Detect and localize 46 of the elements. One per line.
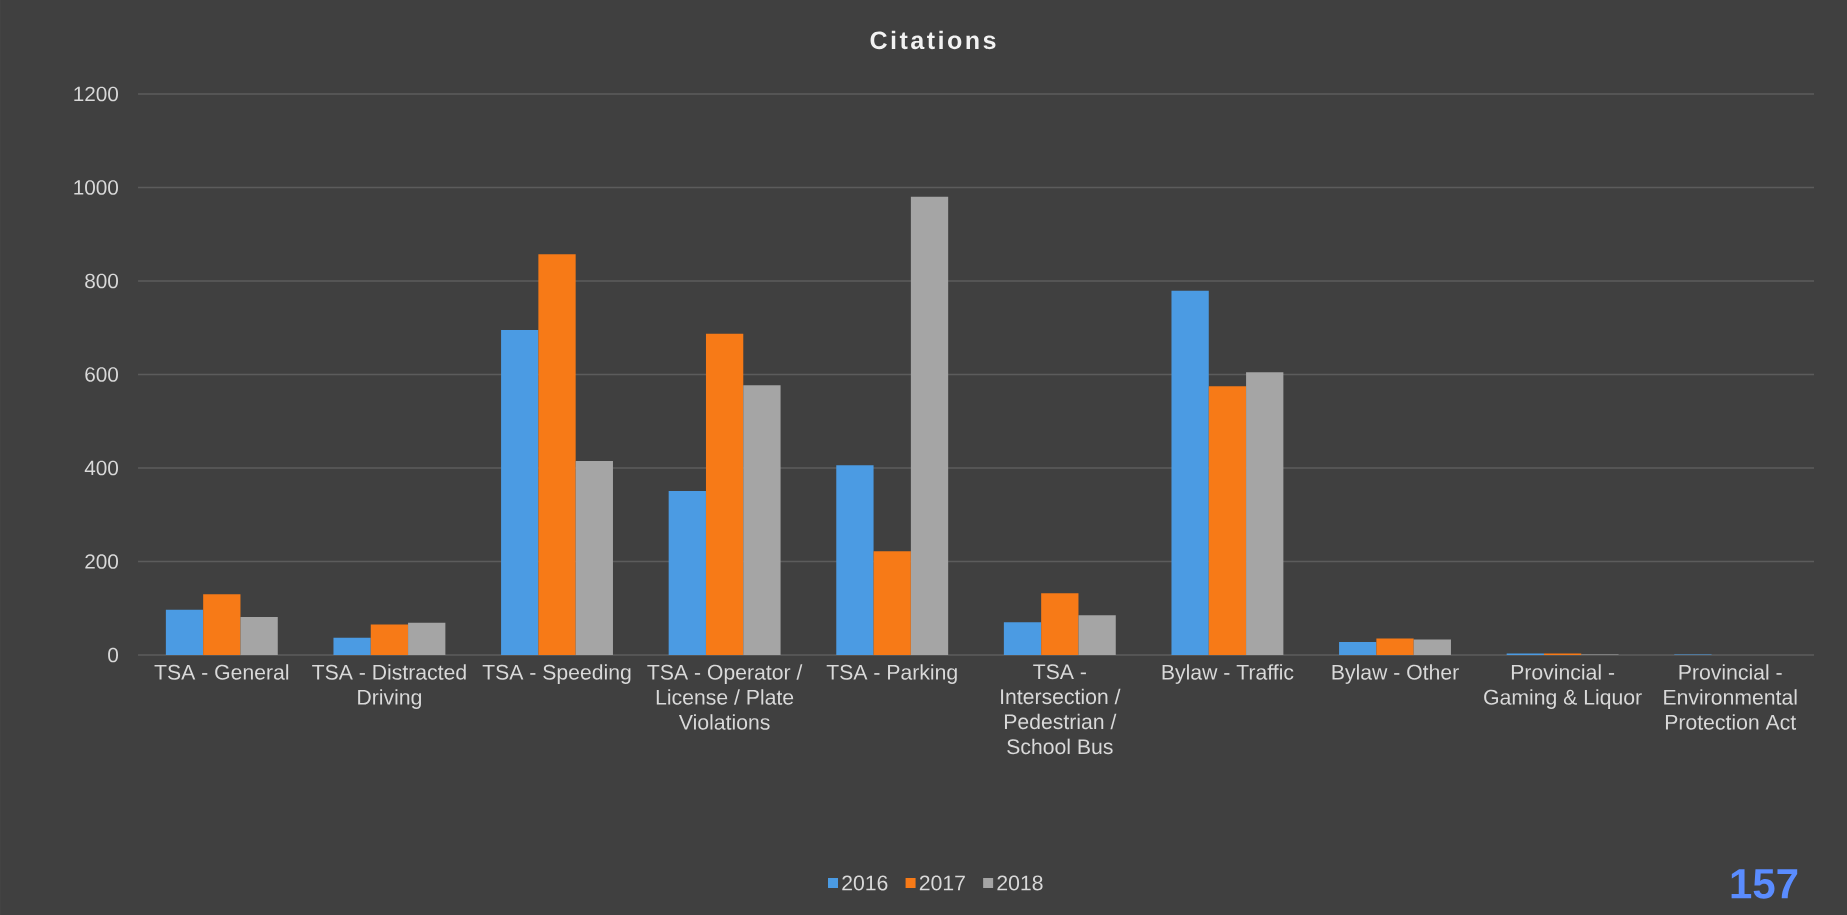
bar <box>538 254 576 655</box>
x-tick-label: Bylaw - Traffic <box>1162 664 1294 684</box>
y-tick-label: 1200 <box>74 86 118 102</box>
y-tick-label: 0 <box>108 647 119 663</box>
bar <box>575 460 613 655</box>
bar <box>873 551 911 655</box>
x-tick-label: TSA - Intersection / Pedestrian / School Bus <box>1001 664 1121 755</box>
bar <box>333 637 371 655</box>
y-tick-label: 600 <box>85 367 118 382</box>
bar <box>408 622 446 655</box>
bar <box>370 624 409 655</box>
text: 157 <box>1731 869 1798 899</box>
x-tick-label: TSA - Speeding <box>482 664 631 684</box>
legend-label: 2018 <box>997 875 1043 891</box>
bar <box>203 594 241 655</box>
bar <box>836 465 874 655</box>
x-tick-label: TSA - Operator / License / Plate Violations <box>647 664 803 730</box>
bar <box>705 333 744 655</box>
bar <box>1078 615 1116 655</box>
bar <box>240 617 278 655</box>
bar <box>1376 638 1414 655</box>
x-tick-label: TSA - Distracted Driving <box>312 664 466 709</box>
bar <box>668 490 706 655</box>
bar <box>165 609 204 655</box>
x-tick-label: Provincial - Environmental Protection Act <box>1664 664 1797 730</box>
bar <box>910 196 949 655</box>
bar <box>1041 593 1079 655</box>
bar <box>743 385 781 655</box>
x-tick-label: TSA - General <box>154 664 289 680</box>
bar <box>1339 641 1377 655</box>
bar <box>1171 290 1209 655</box>
y-tick-label: 800 <box>85 273 118 289</box>
chart-title: Citations <box>870 30 996 50</box>
bar <box>1003 622 1042 655</box>
bar <box>1208 386 1247 655</box>
bar <box>501 330 539 655</box>
y-tick-label: 400 <box>84 460 118 476</box>
y-tick-label: 200 <box>85 554 118 569</box>
x-tick-label: Provincial - Gaming & Liquor <box>1484 664 1642 709</box>
bar <box>1246 372 1284 655</box>
legend-label: 2017 <box>919 875 965 891</box>
bar <box>1413 639 1451 655</box>
x-tick-label: TSA - Parking <box>826 664 957 684</box>
x-tick-label: Bylaw - Other <box>1332 664 1459 684</box>
legend-label: 2016 <box>842 875 888 891</box>
y-tick-label: 1000 <box>74 180 118 195</box>
